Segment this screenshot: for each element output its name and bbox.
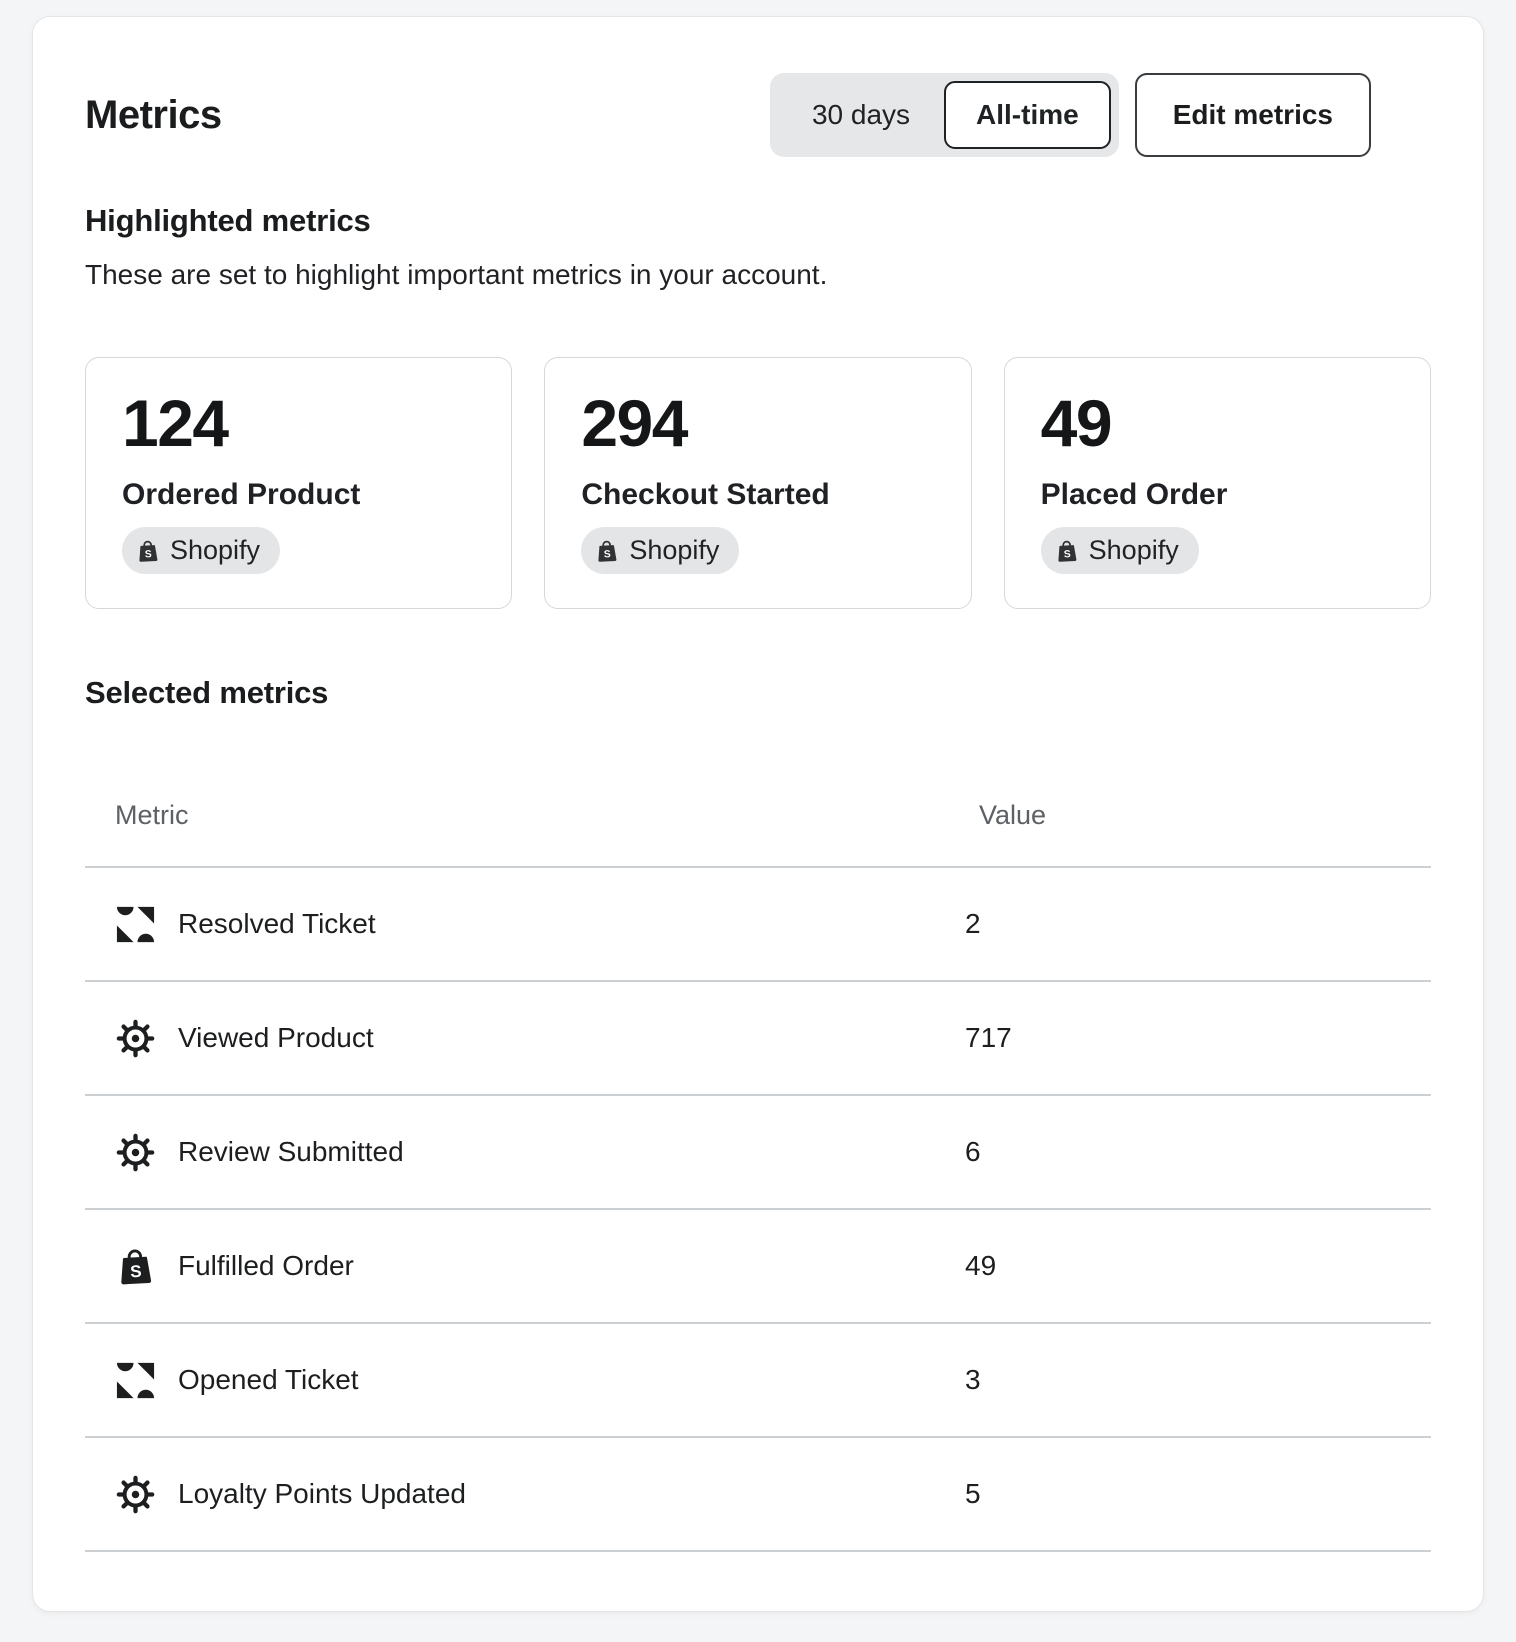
time-range-toggle: 30 days All-time — [769, 73, 1119, 157]
metric-name: Fulfilled Order — [178, 1250, 354, 1281]
panel-header: Metrics 30 days All-time Edit metrics — [85, 17, 1431, 157]
metric-label: Ordered Product — [122, 478, 361, 511]
metric-card-placed-order[interactable]: 49 Placed Order Shopify — [1003, 357, 1431, 609]
source-badge: Shopify — [1040, 527, 1199, 574]
metric-card-ordered-product[interactable]: 124 Ordered Product Shopify — [85, 357, 513, 609]
metric-value: 124 — [122, 386, 229, 460]
shopify-icon — [119, 1248, 152, 1285]
metric-cell: Viewed Product — [85, 1017, 965, 1060]
column-header-metric: Metric — [115, 800, 189, 830]
table-row-viewed-product[interactable]: Viewed Product 717 — [85, 982, 1431, 1096]
highlighted-metrics-description: These are set to highlight important met… — [85, 259, 828, 290]
source-badge-label: Shopify — [629, 535, 720, 565]
metric-cell: Opened Ticket — [85, 1359, 965, 1402]
metric-value: 294 — [581, 386, 688, 460]
zendesk-icon — [116, 1362, 155, 1398]
source-badge: Shopify — [581, 527, 740, 574]
metric-name: Resolved Ticket — [178, 908, 376, 939]
metric-label: Checkout Started — [581, 478, 830, 511]
selected-metrics-table: Metric Value Resolved Ticket 2 Viewed Pr… — [85, 711, 1431, 1552]
edit-metrics-button[interactable]: Edit metrics — [1134, 73, 1371, 157]
metric-name: Loyalty Points Updated — [178, 1478, 466, 1509]
source-badge: Shopify — [122, 527, 281, 574]
metric-cell: Fulfilled Order — [85, 1245, 965, 1288]
metric-value-cell: 2 — [965, 908, 981, 939]
gear-icon — [114, 1131, 157, 1174]
selected-metrics-heading: Selected metrics — [85, 675, 329, 710]
table-row-fulfilled-order[interactable]: Fulfilled Order 49 — [85, 1210, 1431, 1324]
metric-value-cell: 3 — [965, 1364, 981, 1395]
metric-value-cell: 49 — [965, 1250, 997, 1281]
table-header: Metric Value — [85, 711, 1431, 868]
highlighted-metrics-heading: Highlighted metrics — [85, 203, 371, 238]
metric-value-cell: 6 — [965, 1136, 981, 1167]
metric-cell: Resolved Ticket — [85, 903, 965, 946]
metric-value-cell: 5 — [965, 1478, 981, 1509]
zendesk-icon — [116, 906, 155, 942]
table-row-resolved-ticket[interactable]: Resolved Ticket 2 — [85, 868, 1431, 982]
table-row-loyalty-points-updated[interactable]: Loyalty Points Updated 5 — [85, 1438, 1431, 1552]
metric-value-cell: 717 — [965, 1022, 1012, 1053]
source-badge-label: Shopify — [170, 535, 261, 565]
shopify-icon — [597, 539, 618, 562]
metric-name: Viewed Product — [178, 1022, 374, 1053]
shopify-icon — [1056, 539, 1077, 562]
column-header-value: Value — [979, 800, 1047, 830]
shopify-icon — [138, 539, 158, 562]
table-row-review-submitted[interactable]: Review Submitted 6 — [85, 1096, 1431, 1210]
table-row-opened-ticket[interactable]: Opened Ticket 3 — [85, 1324, 1431, 1438]
metric-cell: Review Submitted — [85, 1131, 965, 1174]
header-controls: 30 days All-time Edit metrics — [769, 73, 1371, 157]
toggle-option-30-days[interactable]: 30 days — [811, 99, 911, 130]
page-title: Metrics — [85, 92, 222, 137]
toggle-option-all-time[interactable]: All-time — [944, 81, 1111, 149]
metric-cell: Loyalty Points Updated — [85, 1473, 965, 1516]
metric-value: 49 — [1040, 386, 1113, 460]
source-badge-label: Shopify — [1088, 535, 1179, 565]
metric-name: Opened Ticket — [178, 1364, 359, 1395]
metric-label: Placed Order — [1040, 478, 1228, 511]
highlighted-cards-row: 124 Ordered Product Shopify 294 Checkout… — [85, 357, 1431, 609]
metric-name: Review Submitted — [178, 1136, 404, 1167]
metric-card-checkout-started[interactable]: 294 Checkout Started Shopify — [544, 357, 972, 609]
metrics-panel: Metrics 30 days All-time Edit metrics Hi… — [32, 16, 1484, 1612]
gear-icon — [114, 1017, 157, 1060]
gear-icon — [114, 1473, 157, 1516]
